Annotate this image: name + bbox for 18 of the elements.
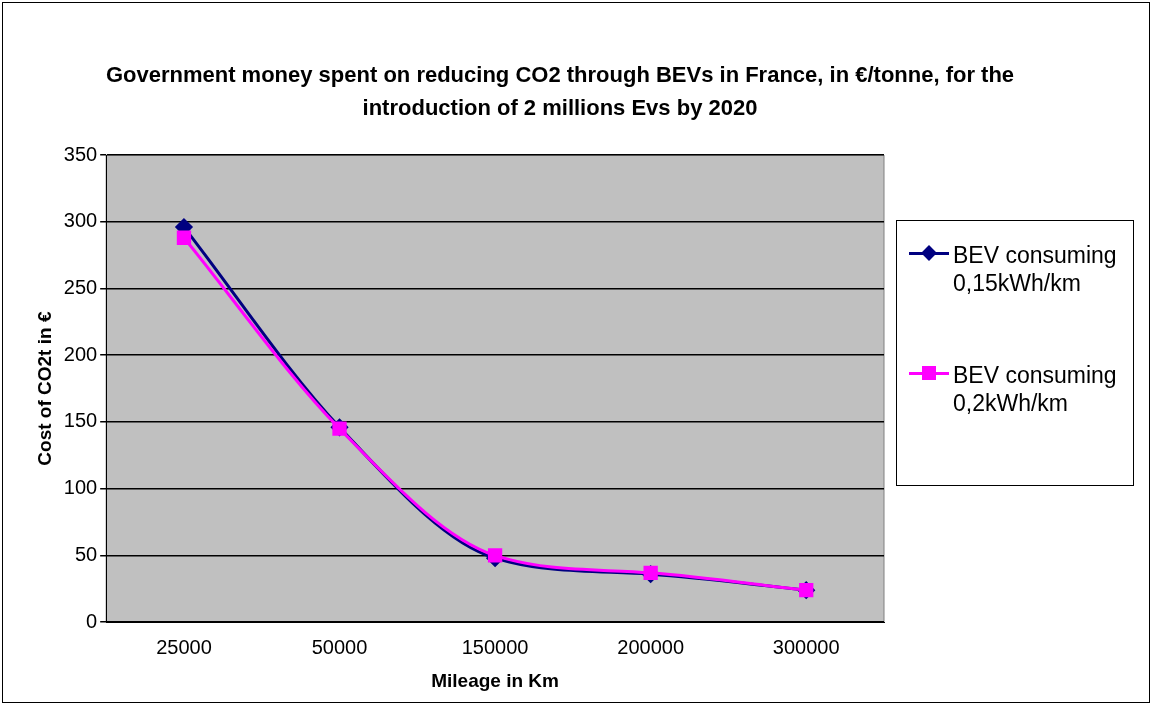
legend-label: BEV consuming 0,15kWh/km [953, 241, 1118, 297]
y-tick-label: 50 [74, 542, 98, 565]
y-tick-label: 0 [86, 609, 98, 632]
y-tick-label: 200 [63, 342, 98, 365]
y-tick-label: 250 [63, 276, 98, 298]
y-tick-label: 100 [63, 476, 98, 499]
x-tick-label: 25000 [156, 635, 212, 658]
chart-title: Government money spent on reducing CO2 through BEVs in France, in €/tonne, for the introduction of 2 millions Evs by 2020 [104, 61, 1016, 122]
y-tick-label: 300 [63, 209, 98, 232]
x-axis-title: Mileage in Km [431, 669, 559, 691]
x-tick-label: 200000 [617, 635, 685, 658]
x-tick-label: 150000 [461, 635, 529, 658]
y-axis-title: Cost of CO2t in € [33, 311, 55, 466]
x-tick-label: 50000 [311, 635, 368, 658]
legend-label: BEV consuming 0,2kWh/km [953, 361, 1118, 417]
y-tick-label: 350 [63, 142, 98, 165]
x-tick-label: 300000 [772, 635, 840, 658]
y-tick-label: 150 [63, 409, 98, 432]
